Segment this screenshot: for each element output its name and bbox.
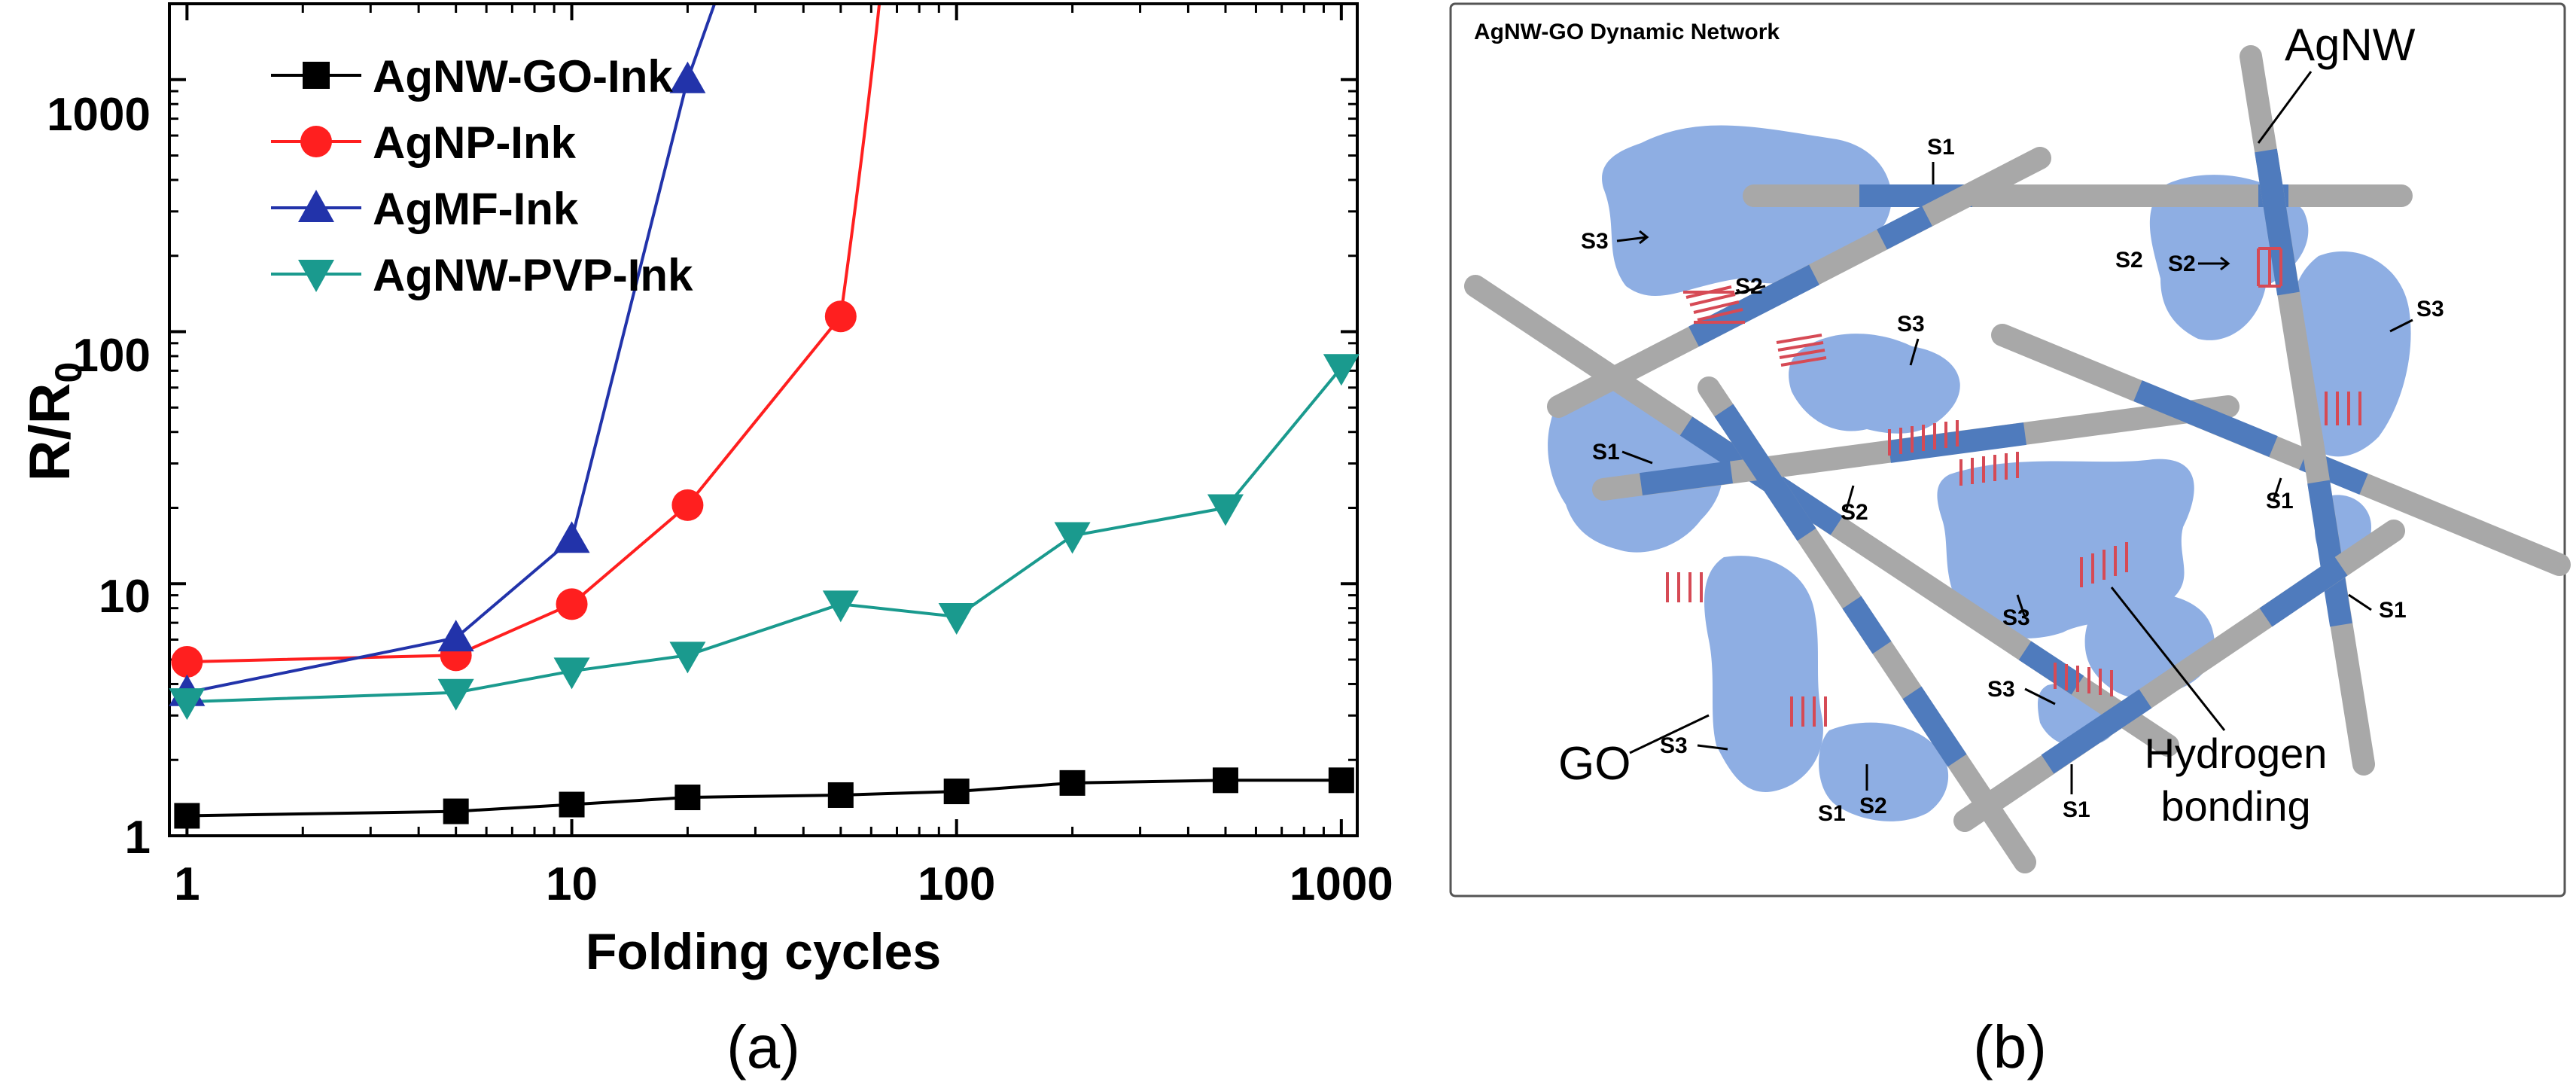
data-point (437, 678, 474, 711)
data-point (1323, 354, 1360, 386)
data-point (1054, 522, 1091, 554)
diagram-title: AgNW-GO Dynamic Network (1474, 20, 1780, 44)
site-label-s3: S3 (2002, 605, 2030, 630)
series-line-2 (187, 5, 716, 694)
legend-entry-agnp: AgNP-Ink (271, 117, 577, 168)
data-point (553, 657, 590, 690)
legend: AgNW-GO-Ink AgNP-Ink AgMF-Ink AgNW-PVP-I… (271, 51, 693, 300)
data-point (1059, 770, 1086, 796)
site-label-s2: S2 (2115, 248, 2143, 273)
y-tick-label: 10 (99, 571, 151, 623)
panel-label-b: (b) (1973, 1013, 2047, 1080)
chart-panel: 1 10 100 1000 1 10 100 1000 Folding cycl… (18, 2, 1393, 1080)
plot-frame (168, 2, 1359, 837)
legend-marker-triangle (298, 190, 334, 222)
axis-ticks (169, 2, 1357, 837)
go-flakes (1548, 125, 2411, 821)
data-point (943, 779, 970, 805)
data-point (938, 603, 975, 635)
agnw-leader-line (2257, 71, 2313, 144)
go-flake (1704, 556, 1823, 792)
go-flake (1789, 334, 1960, 434)
go-flake (2291, 251, 2411, 457)
go-flake (1602, 125, 1892, 296)
x-tick-label: 1 (174, 858, 199, 910)
series-markers (169, 61, 1360, 829)
data-point (174, 803, 200, 829)
site-label-s2: S2 (1841, 500, 1868, 525)
nanowire (1547, 147, 2051, 418)
site-label-s2: S2 (1735, 274, 1763, 299)
data-point (1328, 767, 1354, 794)
data-point (169, 688, 206, 721)
hydrogen-label-line2: bonding (2160, 782, 2310, 830)
y-axis-title: R/R0 (18, 362, 90, 482)
data-point (1212, 767, 1238, 794)
go-leader-line (1629, 714, 1710, 754)
data-point (671, 489, 704, 521)
x-tick-label: 1000 (1290, 858, 1393, 910)
data-point (824, 300, 857, 333)
series-line-1 (187, 5, 881, 663)
go-label: GO (1558, 738, 1631, 790)
y-tick-label: 100 (73, 330, 151, 382)
data-point (822, 590, 859, 623)
site-label-s3: S3 (1581, 229, 1609, 254)
data-point (559, 791, 585, 818)
data-point (553, 521, 590, 553)
data-point (556, 588, 588, 620)
series-line-0 (187, 779, 1341, 818)
site-labels: S1 S1 S1 S1 S1 S1 S2 S2 S2 S2 S2 S3 S3 S… (1581, 135, 2444, 826)
panel-label-a: (a) (726, 1013, 800, 1080)
data-point (437, 620, 474, 652)
site-label-s2: S2 (1859, 794, 1887, 818)
data-point (674, 785, 701, 811)
y-tick-label: 1000 (47, 89, 151, 141)
site-label-s3: S3 (2416, 297, 2444, 322)
data-point (669, 61, 706, 93)
site-label-s3: S3 (1897, 312, 1925, 337)
legend-entry-agnw-go: AgNW-GO-Ink (271, 51, 673, 102)
legend-marker-triangle-down (298, 260, 334, 292)
agnw-label: AgNW (2285, 20, 2416, 70)
legend-label: AgMF-Ink (373, 184, 579, 234)
nanowire (1698, 376, 2036, 873)
legend-marker-circle (300, 126, 332, 157)
data-point (1207, 494, 1244, 526)
site-label-s1: S1 (2379, 598, 2407, 623)
hydrogen-bonds (1666, 247, 2361, 727)
hydrogen-label-line1: Hydrogen (2145, 730, 2328, 777)
y-tick-label: 1 (125, 812, 151, 864)
data-point (669, 642, 706, 674)
legend-label: AgNW-PVP-Ink (373, 250, 693, 300)
site-label-s3: S3 (1987, 677, 2015, 702)
network-diagram: AgNW-GO Dynamic Network (1449, 2, 2571, 1080)
data-point (827, 782, 854, 808)
data-point (443, 798, 469, 824)
legend-marker-square (303, 62, 330, 89)
legend-label: AgNW-GO-Ink (373, 51, 673, 102)
hydrogen-leader-line (2110, 587, 2226, 731)
site-label-s1: S1 (2063, 797, 2090, 822)
nanowire (2240, 45, 2375, 776)
site-label-s1: S1 (2266, 489, 2294, 514)
data-point (171, 645, 203, 678)
x-tick-label: 10 (546, 858, 598, 910)
site-label-s1: S1 (1818, 801, 1846, 826)
legend-entry-agmf: AgMF-Ink (271, 184, 579, 234)
legend-label: AgNP-Ink (373, 117, 577, 168)
x-tick-label: 100 (918, 858, 995, 910)
site-arrows (1616, 162, 2413, 794)
legend-entry-agnw-pvp: AgNW-PVP-Ink (271, 250, 693, 300)
nanowires (1464, 45, 2571, 873)
x-axis-title: Folding cycles (586, 923, 941, 980)
site-label-s2: S2 (2168, 251, 2196, 276)
site-label-s1: S1 (1927, 135, 1955, 160)
go-flake (1819, 722, 1949, 821)
series-line-3 (187, 367, 1343, 704)
nanowire (1953, 520, 2405, 832)
series-lines (187, 5, 1343, 818)
site-label-s1: S1 (1592, 440, 1620, 465)
